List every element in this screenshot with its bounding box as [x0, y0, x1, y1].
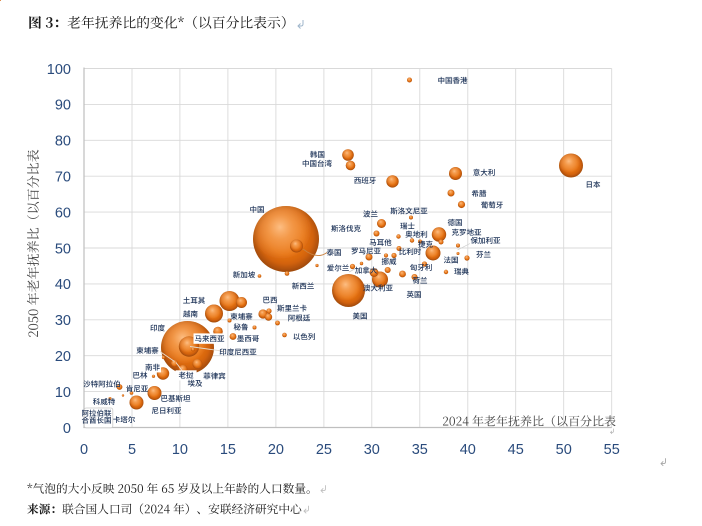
svg-text:60: 60 [55, 205, 71, 221]
svg-text:20: 20 [55, 349, 71, 365]
svg-text:90: 90 [55, 98, 71, 114]
svg-text:25: 25 [316, 442, 332, 458]
svg-text:10: 10 [172, 442, 188, 458]
svg-text:70: 70 [55, 170, 71, 186]
svg-text:50: 50 [556, 442, 572, 458]
svg-text:10: 10 [55, 385, 71, 401]
svg-text:0: 0 [80, 442, 88, 458]
svg-text:80: 80 [55, 134, 71, 150]
svg-text:55: 55 [604, 442, 620, 458]
svg-text:5: 5 [128, 442, 136, 458]
svg-text:45: 45 [508, 442, 524, 458]
svg-text:30: 30 [364, 442, 380, 458]
svg-text:35: 35 [412, 442, 428, 458]
svg-text:15: 15 [220, 442, 236, 458]
svg-text:50: 50 [55, 241, 71, 257]
svg-text:100: 100 [47, 62, 71, 78]
svg-text:40: 40 [460, 442, 476, 458]
svg-text:0: 0 [63, 421, 71, 437]
svg-text:40: 40 [55, 277, 71, 293]
svg-text:20: 20 [268, 442, 284, 458]
svg-text:30: 30 [55, 313, 71, 329]
